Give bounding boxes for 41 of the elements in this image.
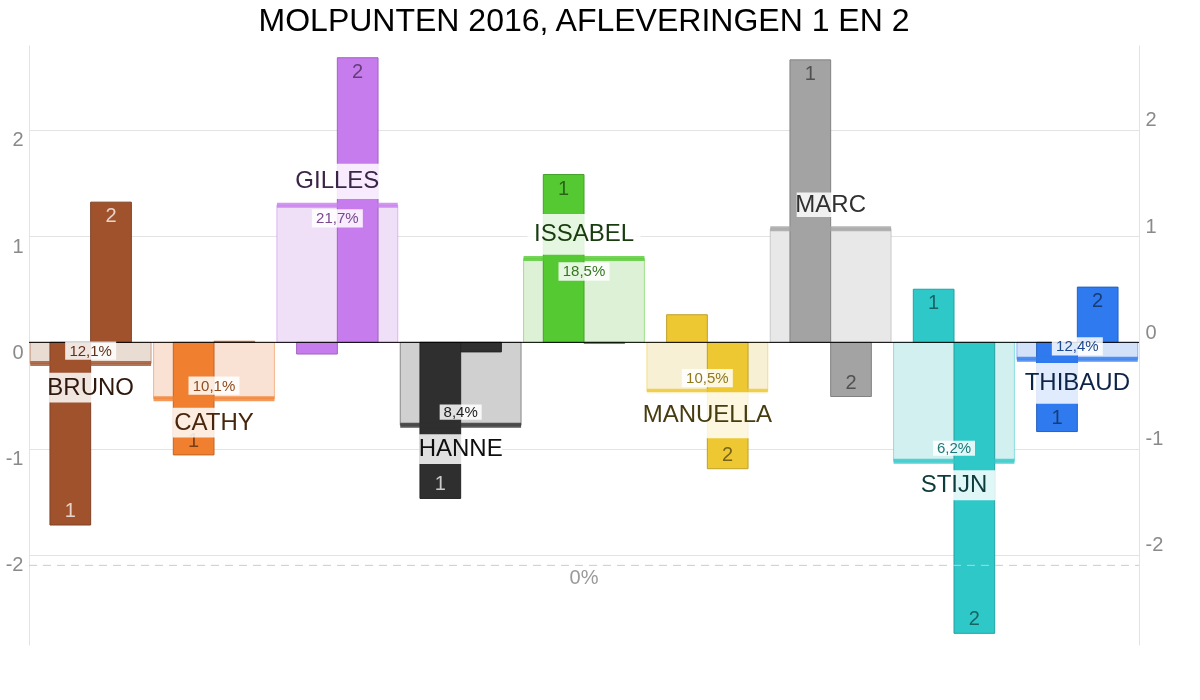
text: 2 xyxy=(722,442,734,465)
y2-tick-label: 0 xyxy=(12,340,24,363)
annotation: 18,5% xyxy=(562,262,606,280)
text: 1 xyxy=(1051,405,1063,428)
x-tick-label: ISSABEL xyxy=(533,219,635,247)
x-tick-label: THIBAUD xyxy=(1024,368,1131,396)
chart-title: MOLPUNTEN 2016, AFLEVERINGEN 1 EN 2 xyxy=(258,2,910,39)
y2-tick-label: 1 xyxy=(12,234,24,257)
x-tick-label: CATHY xyxy=(174,407,254,435)
annotation: 10,1% xyxy=(192,376,236,394)
y-tick-label: -1 xyxy=(1145,427,1164,450)
y-tick-label: 2 xyxy=(1145,108,1157,131)
x-tick-label: GILLES xyxy=(295,166,380,194)
text: 2 xyxy=(968,607,980,630)
series-label: 2 xyxy=(105,204,117,227)
text: 1 xyxy=(804,61,816,84)
text: 1 xyxy=(434,472,446,495)
y2-tick-label: -1 xyxy=(5,447,24,470)
text: 2 xyxy=(352,59,364,82)
x-tick-label: HANNE xyxy=(418,434,503,462)
y-tick-label: -2 xyxy=(1145,533,1164,556)
annotation: 0% xyxy=(569,566,599,589)
annotation: 6,2% xyxy=(936,439,972,457)
y2-tick-label: 2 xyxy=(12,128,24,151)
y2-tick-label: -2 xyxy=(5,553,24,576)
x-tick-label: STIJN xyxy=(920,470,988,498)
x-tick-label: MARC xyxy=(795,189,866,217)
annotation: 8,4% xyxy=(443,403,478,421)
text: 2 xyxy=(1092,289,1104,312)
annotation: 12,1% xyxy=(69,341,112,359)
x-tick-label: MANUELLA xyxy=(642,400,773,428)
text: 1 xyxy=(64,499,76,521)
annotation: 12,4% xyxy=(1056,337,1099,355)
text: 1 xyxy=(928,291,940,314)
annotation: 21,7% xyxy=(316,209,359,227)
annotation: 10,5% xyxy=(686,369,729,387)
series-label: 1 xyxy=(558,176,570,199)
text: 2 xyxy=(845,370,857,393)
y-tick-label: 1 xyxy=(1145,214,1157,237)
x-tick-label: BRUNO xyxy=(47,372,134,400)
y-tick-label: 0 xyxy=(1145,320,1157,343)
